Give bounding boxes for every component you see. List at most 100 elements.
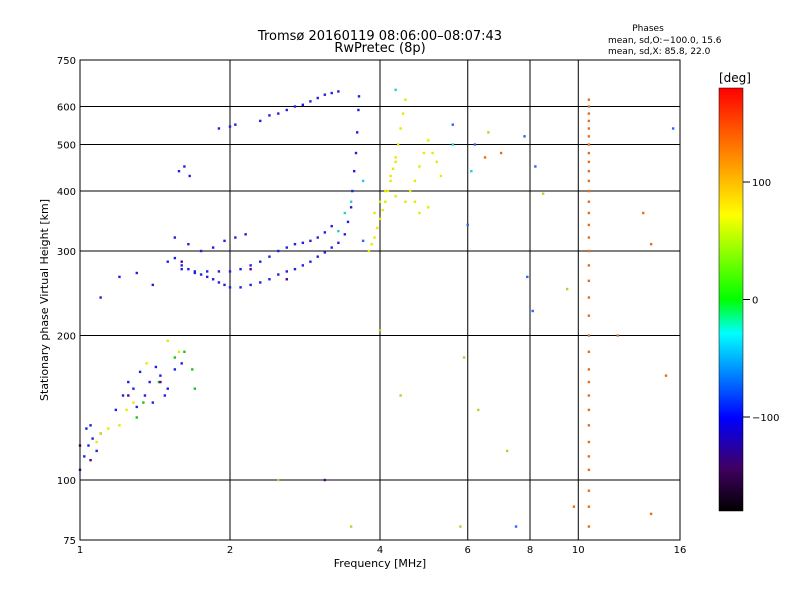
data-point xyxy=(268,255,271,258)
data-point xyxy=(378,217,382,221)
data-point xyxy=(399,394,402,397)
data-point xyxy=(187,267,190,271)
data-point xyxy=(343,233,347,236)
data-point xyxy=(462,356,466,359)
data-point xyxy=(187,242,190,246)
data-point xyxy=(91,437,94,440)
data-point xyxy=(587,223,591,227)
data-point xyxy=(285,278,288,281)
x-axis-ticks: 1 2 4 6 8 10 16 xyxy=(77,545,687,556)
data-point xyxy=(132,401,135,404)
data-point xyxy=(587,112,591,115)
data-point xyxy=(323,231,327,234)
grid-lines xyxy=(80,60,680,540)
data-point xyxy=(211,246,215,249)
data-point xyxy=(234,236,237,239)
x-tick-label: 1 xyxy=(77,545,83,556)
colorbar xyxy=(718,87,744,512)
data-point xyxy=(587,264,591,267)
data-point xyxy=(205,275,209,279)
legend-line-x: mean, sd,X: 85.8, 22.0 xyxy=(608,47,711,57)
data-point xyxy=(135,271,138,275)
data-point xyxy=(301,264,305,267)
data-point xyxy=(173,236,177,239)
data-point xyxy=(413,179,417,183)
data-point xyxy=(285,270,288,273)
data-point xyxy=(394,160,397,164)
data-point xyxy=(357,95,361,98)
data-point xyxy=(293,267,297,271)
data-point xyxy=(587,160,591,164)
data-point xyxy=(404,98,407,101)
data-point xyxy=(166,387,169,390)
data-point xyxy=(173,368,177,371)
plot-frame xyxy=(79,59,681,541)
data-point xyxy=(367,249,371,253)
colorbar-tick-label: −100 xyxy=(752,413,779,424)
data-point xyxy=(268,114,271,117)
data-point xyxy=(249,283,252,287)
data-point xyxy=(649,512,653,516)
data-point xyxy=(211,278,215,281)
data-point xyxy=(191,368,194,371)
data-point xyxy=(505,449,509,453)
data-point xyxy=(154,365,158,369)
data-point xyxy=(483,156,487,159)
data-point xyxy=(587,169,591,173)
data-point xyxy=(470,169,473,173)
y-tick-label: 300 xyxy=(57,247,76,258)
x-tick-label: 16 xyxy=(674,545,687,556)
data-point xyxy=(95,449,98,453)
data-point xyxy=(361,239,365,243)
data-point xyxy=(587,489,591,492)
data-point xyxy=(473,143,477,146)
data-point xyxy=(587,200,591,203)
data-point xyxy=(177,350,181,353)
data-point xyxy=(354,151,358,155)
data-point xyxy=(148,380,151,384)
data-point xyxy=(587,455,591,458)
data-points xyxy=(78,88,675,528)
data-point xyxy=(514,525,518,528)
data-point xyxy=(431,151,434,155)
data-point xyxy=(157,380,161,384)
data-point xyxy=(587,179,591,183)
data-point xyxy=(587,314,591,317)
data-point xyxy=(223,283,226,287)
data-point xyxy=(159,380,162,384)
data-point xyxy=(87,444,90,447)
data-point xyxy=(389,174,392,178)
data-point xyxy=(180,362,183,365)
data-point xyxy=(138,370,142,374)
data-point xyxy=(309,239,312,243)
data-point xyxy=(121,394,125,397)
data-point xyxy=(346,220,350,224)
data-point xyxy=(199,273,203,276)
data-point xyxy=(259,260,262,263)
data-point xyxy=(159,374,162,377)
data-point xyxy=(228,125,232,128)
data-point xyxy=(616,334,619,337)
data-point xyxy=(381,208,384,212)
y-tick-label: 100 xyxy=(57,476,76,487)
x-tick-label: 8 xyxy=(527,545,533,556)
data-point xyxy=(337,90,340,93)
colorbar-tick-label: 100 xyxy=(752,178,771,189)
data-point xyxy=(228,270,232,273)
data-point xyxy=(118,275,121,279)
x-tick-label: 2 xyxy=(227,545,233,556)
data-point xyxy=(135,405,138,409)
y-axis-label: Stationary phase Virtual Height [km] xyxy=(38,199,51,401)
data-point xyxy=(193,387,197,390)
data-point xyxy=(99,296,102,299)
data-point xyxy=(541,192,545,195)
data-point xyxy=(323,93,327,96)
data-point xyxy=(349,200,353,203)
data-point xyxy=(249,267,252,271)
data-point xyxy=(531,309,534,313)
data-point xyxy=(394,88,397,92)
colorbar-ticks: 100 0 −100 xyxy=(743,178,779,424)
data-point xyxy=(293,242,297,246)
data-point xyxy=(459,525,462,528)
data-point xyxy=(316,255,319,258)
